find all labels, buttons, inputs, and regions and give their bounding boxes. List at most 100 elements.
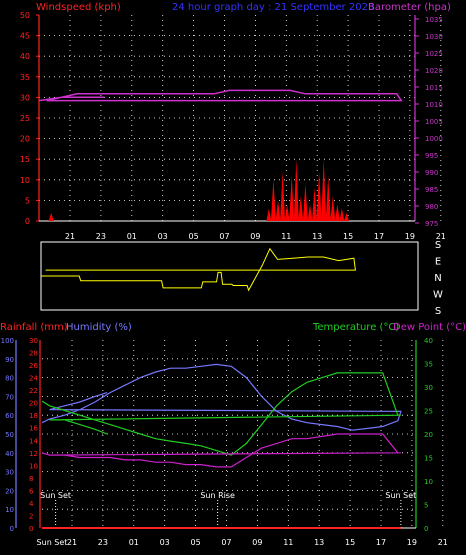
x-tick-label: 07 — [219, 232, 229, 241]
x-tick-label: 05 — [191, 538, 201, 547]
x-tick-label: 17 — [376, 538, 386, 547]
humidity-tick-label: 90 — [5, 356, 14, 364]
dewpoint-series-line — [41, 433, 401, 468]
compass-label: S — [435, 306, 441, 317]
windspeed-tick-label: 0 — [25, 217, 30, 226]
rain-tick-label: 16 — [29, 425, 38, 433]
rain-tick-label: 8 — [29, 475, 33, 483]
rain-tick-label: 30 — [29, 337, 38, 345]
rain-tick-label: 6 — [29, 487, 34, 495]
windspeed-tick-label: 35 — [20, 73, 30, 82]
rain-tick-label: 24 — [29, 375, 38, 383]
wind-gust-mark — [48, 212, 54, 221]
barometer-tick-label: 995 — [425, 152, 438, 160]
x-tick-label: 23 — [96, 232, 106, 241]
bottom-chart: 1009080706050403020100302826242220181614… — [1, 337, 448, 547]
rain-tick-label: 14 — [29, 437, 38, 445]
windspeed-tick-label: 40 — [20, 52, 30, 61]
wind-direction-frame — [40, 241, 419, 311]
x-tick-label: 19 — [405, 232, 415, 241]
windspeed-tick-label: 30 — [20, 93, 30, 102]
barometer-tick-label: 975 — [425, 220, 438, 228]
humidity-tick-label: 0 — [10, 525, 14, 533]
windspeed-tick-label: 50 — [20, 11, 30, 20]
humidity-tick-label: 60 — [5, 412, 14, 420]
windspeed-axis-title: Windspeed (kph) — [36, 2, 121, 13]
temperature-tick-label: 35 — [424, 361, 433, 369]
rain-tick-label: 2 — [29, 512, 33, 520]
rain-tick-label: 20 — [29, 400, 38, 408]
wind-gust-mark — [344, 212, 349, 221]
wind-gust-mark — [280, 171, 286, 221]
rain-tick-label: 12 — [29, 450, 38, 458]
windspeed-tick-label: 45 — [20, 32, 30, 41]
x-tick-label: 09 — [252, 538, 262, 547]
humidity-tick-label: 10 — [5, 506, 14, 514]
rain-tick-label: 18 — [29, 412, 38, 420]
x-tick-label: 01 — [129, 538, 139, 547]
sun-event-label: Sun Rise — [200, 491, 235, 500]
barometer-tick-label: 990 — [425, 169, 438, 177]
windspeed-tick-label: 10 — [20, 176, 30, 185]
barometer-tick-label: 1020 — [425, 67, 443, 75]
wind-gust-mark — [298, 196, 304, 221]
compass-label: E — [435, 257, 441, 268]
temperature-axis-title: Temperature (°C) — [312, 322, 399, 333]
sun-event-label: Sun Set — [385, 491, 416, 500]
x-tick-label: 11 — [283, 538, 293, 547]
windspeed-tick-label: 20 — [20, 135, 30, 144]
barometer-tick-label: 1000 — [425, 135, 443, 143]
temperature-tick-label: 20 — [424, 431, 433, 439]
rain-tick-label: 22 — [29, 387, 38, 395]
x-tick-label: 05 — [189, 232, 199, 241]
temperature-tick-label: 15 — [424, 455, 433, 463]
x-tick-label: 13 — [314, 538, 324, 547]
x-tick-label: 21 — [67, 538, 77, 547]
x-tick-label: 13 — [312, 232, 322, 241]
rain-tick-label: 26 — [29, 362, 38, 370]
rain-tick-label: 0 — [29, 525, 33, 533]
barometer-tick-label: 1025 — [425, 50, 443, 58]
humidity-tick-label: 40 — [5, 450, 14, 458]
compass-label: N — [434, 273, 441, 284]
x-tick-label: 19 — [407, 538, 417, 547]
x-tick-label: Sun Set — [37, 538, 68, 547]
temperature-tick-label: 40 — [424, 337, 433, 345]
wind-gust-mark — [325, 175, 331, 221]
wind-gust-mark — [316, 171, 322, 221]
wind-gust-mark — [302, 183, 308, 221]
rainfall-axis-title: Rainfall (mm) — [0, 322, 68, 333]
x-tick-label: 11 — [281, 232, 291, 241]
top-chart: 5045403530252015105010351030102510201015… — [20, 11, 446, 241]
barometer-tick-label: 1030 — [425, 33, 443, 41]
windspeed-tick-label: 25 — [20, 114, 30, 123]
barometer-series-line — [38, 89, 403, 102]
barometer-tick-label: 985 — [425, 186, 438, 194]
windspeed-tick-label: 15 — [20, 155, 30, 164]
x-tick-label: 21 — [65, 232, 75, 241]
x-tick-label: 09 — [250, 232, 260, 241]
barometer-tick-label: 1005 — [425, 118, 443, 126]
wind-gust-mark — [289, 175, 295, 221]
humidity-axis-title: Humidity (%) — [66, 322, 132, 333]
humidity-series-line — [41, 363, 402, 431]
humidity-tick-label: 20 — [5, 487, 14, 495]
x-tick-label: 17 — [374, 232, 384, 241]
wind-gust-mark — [275, 200, 281, 221]
wind-gust-mark — [321, 159, 327, 221]
temperature-tick-label: 10 — [424, 478, 433, 486]
compass-label: S — [435, 240, 441, 251]
x-tick-label: 01 — [127, 232, 137, 241]
chart-title: 24 hour graph day : 21 September 2023 — [172, 2, 374, 13]
compass-label: W — [433, 290, 443, 301]
wind-gust-mark — [307, 204, 313, 221]
wind-gust-mark — [312, 188, 317, 221]
x-tick-label: 21 — [436, 232, 446, 241]
barometer-tick-label: 1035 — [425, 16, 443, 24]
rain-tick-label: 10 — [29, 462, 38, 470]
rain-tick-label: 28 — [29, 350, 38, 358]
x-tick-label: 21 — [438, 538, 448, 547]
barometer-tick-label: 1015 — [425, 84, 443, 92]
